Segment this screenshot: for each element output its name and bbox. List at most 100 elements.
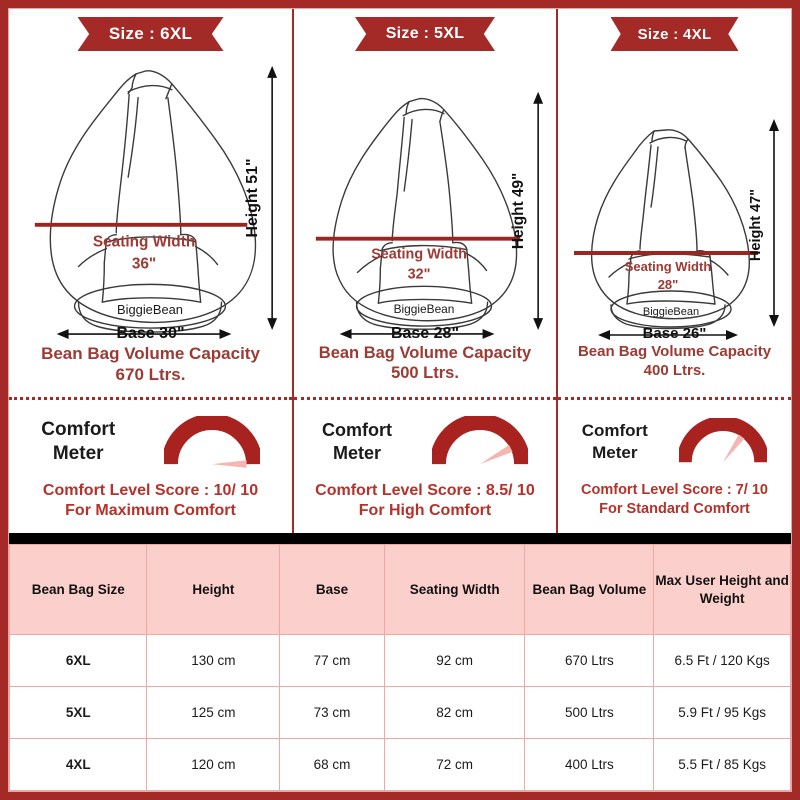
- section-divider-bar: [9, 533, 791, 544]
- dotted-divider-4xl: [558, 397, 791, 400]
- seating-width-label-5xl: Seating Width: [371, 247, 467, 263]
- table-header-row: Bean Bag Size Height Base Seating Width …: [9, 544, 791, 635]
- comfort-gauge-6xl: [163, 416, 260, 468]
- cell-base: 77 cm: [279, 634, 385, 687]
- size-banner-4xl: Size : 4XL: [610, 17, 739, 51]
- frame-inner: Size : 6XL: [8, 8, 792, 792]
- size-panel-4xl: Size : 4XL: [558, 9, 791, 533]
- size-panels: Size : 6XL: [9, 9, 791, 533]
- table-row: 4XL 120 cm 68 cm 72 cm 400 Ltrs 5.5 Ft /…: [9, 738, 791, 791]
- height-label-5xl: Height 49": [510, 173, 527, 250]
- beanbag-illustration-5xl: BiggieBean Seating Width 32" Height 49": [294, 53, 556, 341]
- seating-width-value-5xl: 32": [408, 266, 431, 282]
- comfort-meter-label-6xl: Comfort Meter: [41, 418, 115, 467]
- banner-wrap-5xl: Size : 5XL: [355, 17, 495, 51]
- size-panel-6xl: Size : 6XL: [9, 9, 294, 533]
- banner-wrap-6xl: Size : 6XL: [77, 17, 224, 51]
- seating-width-value-4xl: 28": [658, 277, 679, 292]
- score-line1-5xl: Comfort Level Score : 8.5/ 10: [315, 482, 535, 499]
- cell-base: 73 cm: [279, 686, 385, 739]
- cell-height: 125 cm: [146, 686, 281, 739]
- spec-table: Bean Bag Size Height Base Seating Width …: [9, 544, 791, 791]
- height-dimension-4xl: [769, 119, 779, 327]
- comfort-gauge-5xl: [432, 416, 528, 465]
- comfort-row-5xl: Comfort Meter: [294, 407, 556, 477]
- gauge-needle-4xl: [723, 434, 745, 463]
- spec-table-head: Bean Bag Size Height Base Seating Width …: [9, 544, 791, 635]
- volume-block-5xl: Bean Bag Volume Capacity 500 Ltrs.: [294, 343, 556, 384]
- score-line1-6xl: Comfort Level Score : 10/ 10: [42, 482, 259, 499]
- header-seating-width: Seating Width: [383, 544, 526, 635]
- seating-width-value-6xl: 36": [132, 255, 156, 272]
- brand-label-5xl: BiggieBean: [394, 302, 455, 316]
- comfort-meter-label-4xl: Comfort Meter: [582, 420, 648, 464]
- height-label-6xl: Height 51": [244, 159, 261, 238]
- banner-wrap-4xl: Size : 4XL: [610, 17, 739, 51]
- cell-max-user: 5.9 Ft / 95 Kgs: [653, 686, 791, 739]
- seating-width-label-6xl: Seating Width: [93, 234, 195, 251]
- header-height: Height: [146, 544, 281, 635]
- volume-line1-4xl: Bean Bag Volume Capacity: [577, 343, 772, 360]
- score-line2-6xl: For Maximum Comfort: [65, 502, 236, 520]
- gauge-needle-5xl: [480, 444, 513, 465]
- comfort-line2-4xl: Meter: [592, 443, 638, 462]
- cell-size: 6XL: [9, 634, 148, 687]
- comfort-meter-label-5xl: Comfort Meter: [322, 419, 392, 465]
- cell-volume: 400 Ltrs: [524, 738, 655, 791]
- size-banner-5xl: Size : 5XL: [355, 17, 495, 51]
- cell-seating-width: 82 cm: [383, 686, 526, 739]
- cell-seating-width: 92 cm: [383, 634, 526, 687]
- comfort-row-6xl: Comfort Meter: [9, 407, 292, 477]
- header-base: Base: [279, 544, 385, 635]
- comfort-line2-6xl: Meter: [52, 443, 104, 464]
- height-dimension-6xl: [267, 65, 278, 331]
- comfort-gauge-4xl: [679, 418, 768, 463]
- seating-width-label-4xl: Seating Width: [625, 259, 712, 274]
- dotted-divider-6xl: [9, 397, 292, 400]
- height-dimension-5xl: [533, 91, 544, 330]
- cell-max-user: 6.5 Ft / 120 Kgs: [653, 634, 791, 687]
- comfort-line1-4xl: Comfort: [581, 421, 648, 441]
- score-block-5xl: Comfort Level Score : 8.5/ 10 For High C…: [294, 481, 556, 522]
- spec-table-body: 6XL 130 cm 77 cm 92 cm 670 Ltrs 6.5 Ft /…: [9, 634, 791, 791]
- cell-volume: 670 Ltrs: [524, 634, 655, 687]
- score-block-4xl: Comfort Level Score : 7/ 10 For Standard…: [558, 481, 791, 518]
- size-panel-5xl: Size : 5XL: [294, 9, 558, 533]
- size-banner-6xl: Size : 6XL: [77, 17, 224, 51]
- brand-label-6xl: BiggieBean: [117, 302, 183, 317]
- cell-volume: 500 Ltrs: [524, 686, 655, 739]
- header-max-user: Max User Height and Weight: [653, 544, 791, 635]
- score-line2-5xl: For High Comfort: [358, 502, 492, 520]
- beanbag-svg-4xl: BiggieBean Seating Width 28" Height 47": [574, 119, 779, 340]
- beanbag-svg-6xl: BiggieBean Seating Width 36" Height 51": [34, 65, 278, 339]
- comfort-line1-5xl: Comfort: [322, 419, 392, 440]
- volume-block-6xl: Bean Bag Volume Capacity 670 Ltrs.: [9, 343, 292, 385]
- dotted-divider-5xl: [294, 397, 556, 400]
- header-bean-bag-size: Bean Bag Size: [9, 544, 148, 635]
- gauge-needle-6xl: [211, 460, 247, 468]
- table-row: 5XL 125 cm 73 cm 82 cm 500 Ltrs 5.9 Ft /…: [9, 686, 791, 739]
- volume-block-4xl: Bean Bag Volume Capacity 400 Ltrs.: [558, 343, 791, 380]
- score-line2-4xl: For Standard Comfort: [599, 500, 750, 517]
- base-dimension-4xl: [598, 330, 738, 340]
- base-label-6xl: Base 30": [116, 325, 185, 342]
- volume-line2-6xl: 670 Ltrs.: [115, 365, 186, 385]
- cell-max-user: 5.5 Ft / 85 Kgs: [653, 738, 791, 791]
- comfort-row-4xl: Comfort Meter: [558, 407, 791, 477]
- score-line1-4xl: Comfort Level Score : 7/ 10: [581, 482, 768, 498]
- cell-height: 120 cm: [146, 738, 281, 791]
- cell-base: 68 cm: [279, 738, 385, 791]
- beanbag-illustration-6xl: BiggieBean Seating Width 36" Height 51": [9, 53, 292, 341]
- table-row: 6XL 130 cm 77 cm 92 cm 670 Ltrs 6.5 Ft /…: [9, 634, 791, 687]
- beanbag-illustration-4xl: BiggieBean Seating Width 28" Height 47": [558, 53, 791, 341]
- cell-size: 5XL: [9, 686, 148, 739]
- cell-size: 4XL: [9, 738, 148, 791]
- base-label-4xl: Base 26": [642, 325, 707, 342]
- base-dimension-6xl: [56, 329, 232, 339]
- volume-line1-6xl: Bean Bag Volume Capacity: [41, 344, 260, 363]
- beanbag-svg-5xl: BiggieBean Seating Width 32" Height 49": [315, 91, 544, 339]
- cell-height: 130 cm: [146, 634, 281, 687]
- volume-line2-4xl: 400 Ltrs.: [643, 361, 706, 379]
- base-dimension-5xl: [339, 328, 495, 339]
